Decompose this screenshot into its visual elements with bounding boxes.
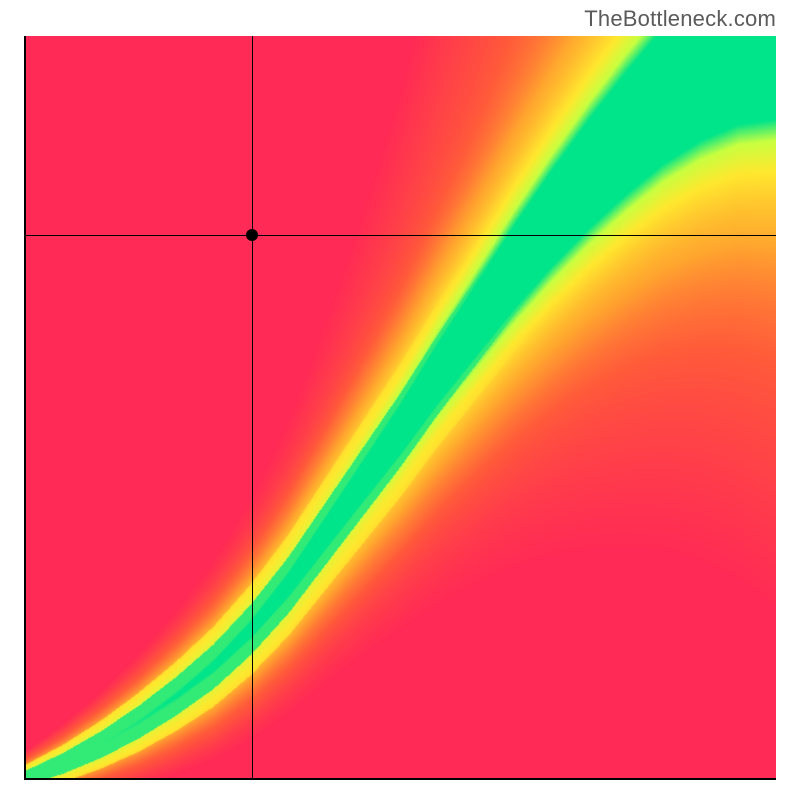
watermark-text: TheBottleneck.com [584, 6, 776, 32]
plot-area [24, 36, 776, 780]
heatmap-canvas [26, 36, 776, 778]
